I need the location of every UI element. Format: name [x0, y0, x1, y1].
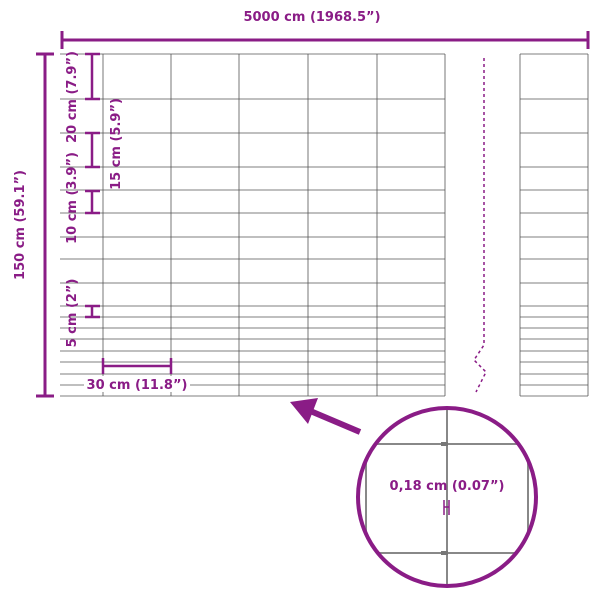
vertical-spacing-label: 30 cm (11.8”) [87, 378, 188, 393]
spacing-markers [85, 52, 173, 374]
spacing-5-label: 5 cm (2”) [65, 279, 80, 348]
length-dimension-line [60, 31, 590, 49]
wire-detail-magnifier: 0,18 cm (0.07”) [356, 406, 538, 588]
spacing-10-label: 10 cm (3.9”) [65, 152, 80, 244]
length-label: 5000 cm (1968.5”) [243, 10, 380, 25]
spacing-15-label: 15 cm (5.9”) [109, 98, 124, 190]
height-dimension-line [36, 52, 54, 398]
wire-mesh [60, 53, 589, 397]
wire-diameter-label: 0,18 cm (0.07”) [390, 479, 505, 494]
height-label: 150 cm (59.1”) [13, 170, 28, 280]
spacing-20-label: 20 cm (7.9”) [65, 51, 80, 143]
zoom-arrow-icon [290, 398, 362, 435]
break-line [473, 58, 487, 393]
